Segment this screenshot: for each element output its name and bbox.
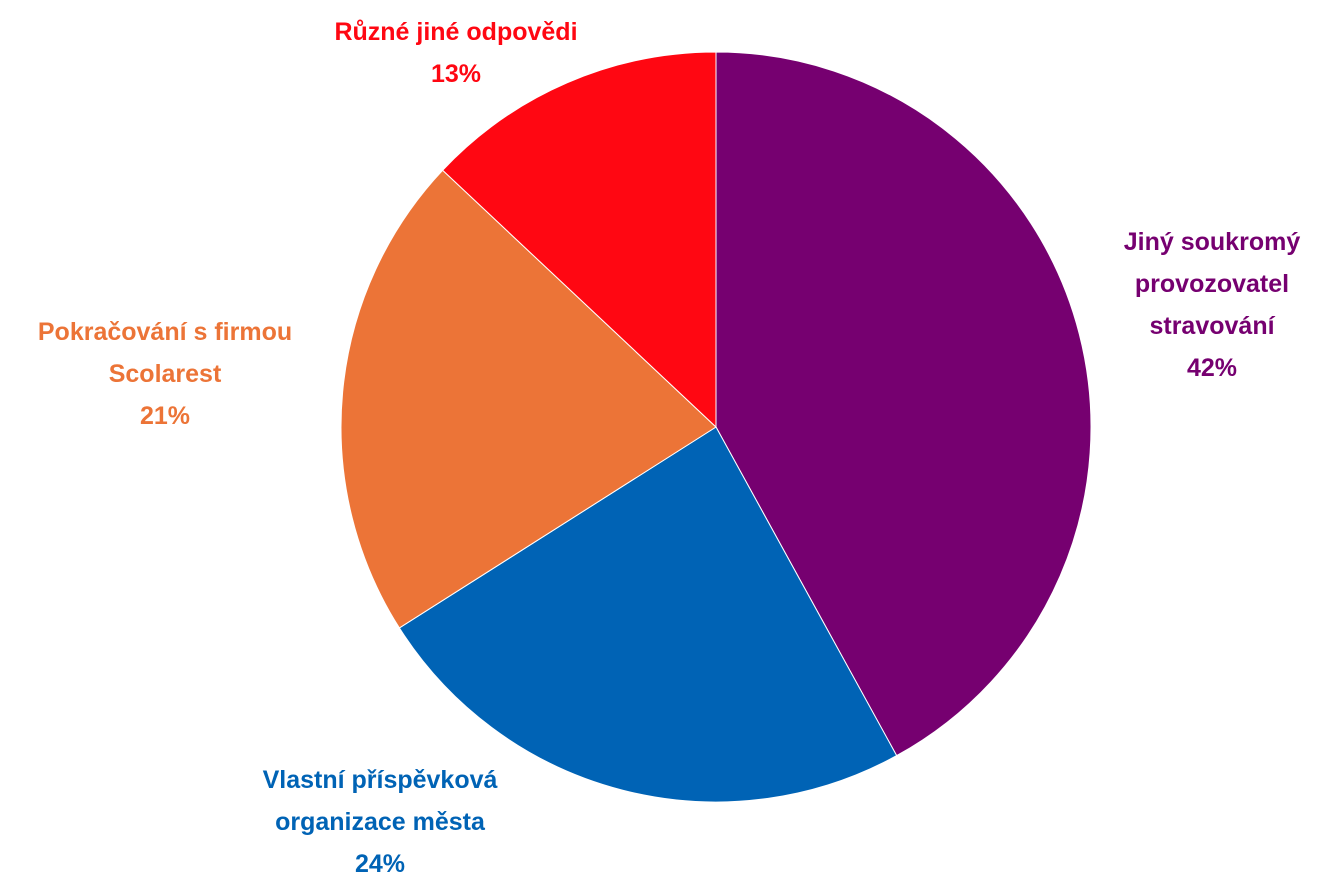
slice-label-pokracovani-s-firmou-scolarest: Pokračování s firmou Scolarest 21% — [38, 318, 292, 430]
slice-label-line: Vlastní příspěvková — [263, 766, 498, 794]
slice-label-line: Scolarest — [109, 360, 222, 388]
slice-label-line: Různé jiné odpovědi — [334, 18, 577, 46]
pie-slice-pokracovani-s-firmou-scolarest — [340, 169, 717, 629]
slice-label-line: provozovatel — [1135, 270, 1289, 298]
slice-value-label: 42% — [1187, 354, 1237, 382]
pie-slice-ruzne-jine-odpovedi — [441, 51, 717, 429]
slice-value-label: 24% — [355, 850, 405, 875]
slice-value-label: 13% — [431, 60, 481, 88]
slice-label-line: organizace města — [275, 808, 486, 836]
slice-label-line: stravování — [1149, 312, 1275, 340]
pie-slice-vlastni-prispevkova-organizace-mesta — [398, 426, 898, 803]
pie-slice-jiny-soukromy-provozovatel-stravovani — [715, 51, 1092, 757]
slice-label-line: Jiný soukromý — [1124, 228, 1301, 256]
slice-value-label: 21% — [140, 402, 190, 430]
slice-label-line: Pokračování s firmou — [38, 318, 292, 346]
slice-label-jiny-soukromy-provozovatel-stravovani: Jiný soukromý provozovatel stravování 42% — [1124, 228, 1301, 382]
slice-label-vlastni-prispevkova-organizace-mesta: Vlastní příspěvková organizace města 24% — [263, 766, 498, 878]
slice-label-ruzne-jine-odpovedi: Různé jiné odpovědi 13% — [334, 18, 577, 88]
